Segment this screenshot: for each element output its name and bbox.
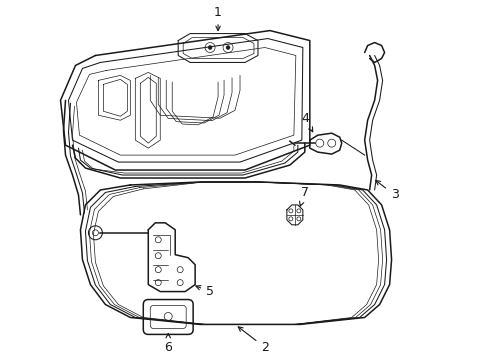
Text: 7: 7 xyxy=(299,186,308,206)
Circle shape xyxy=(225,45,229,50)
Circle shape xyxy=(208,45,212,50)
Text: 2: 2 xyxy=(238,327,268,354)
Text: 6: 6 xyxy=(164,333,172,354)
Text: 5: 5 xyxy=(196,285,214,298)
Text: 1: 1 xyxy=(214,6,222,31)
Text: 3: 3 xyxy=(375,180,398,202)
Text: 4: 4 xyxy=(300,112,312,132)
